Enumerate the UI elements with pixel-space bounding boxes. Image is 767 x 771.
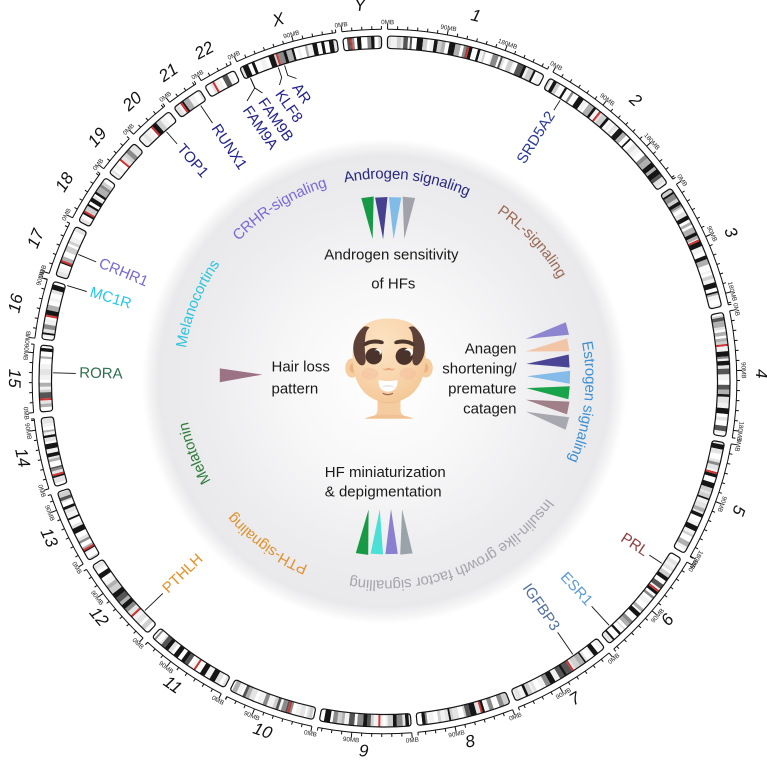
svg-text:n: n [580, 392, 598, 402]
svg-text:shortening/: shortening/ [442, 361, 517, 378]
svg-text:Anagen: Anagen [465, 341, 517, 358]
svg-text:0MB: 0MB [381, 19, 394, 26]
svg-text:n: n [399, 166, 409, 184]
svg-text:o: o [375, 165, 384, 182]
svg-text:Androgen sensitivity: Androgen sensitivity [324, 247, 459, 264]
svg-text:90MB: 90MB [739, 362, 747, 379]
svg-text:14: 14 [11, 447, 33, 469]
svg-text:9: 9 [358, 741, 369, 761]
svg-text:HF miniaturization: HF miniaturization [325, 464, 446, 481]
svg-text:pattern: pattern [272, 381, 319, 398]
svg-text:n: n [384, 576, 393, 593]
svg-text:catagen: catagen [463, 401, 516, 418]
svg-text:RORA: RORA [79, 364, 123, 382]
svg-text:0MB: 0MB [406, 737, 419, 745]
svg-text:premature: premature [448, 381, 516, 398]
svg-text:of HFs: of HFs [371, 276, 415, 293]
svg-text:& depigmentation: & depigmentation [325, 484, 442, 501]
svg-text:4: 4 [752, 369, 767, 379]
svg-text:o: o [581, 367, 598, 376]
svg-text:Hair loss: Hair loss [272, 359, 330, 376]
svg-text:15: 15 [5, 369, 24, 389]
svg-text:90MB: 90MB [21, 343, 29, 360]
svg-text:0MB: 0MB [22, 407, 30, 421]
